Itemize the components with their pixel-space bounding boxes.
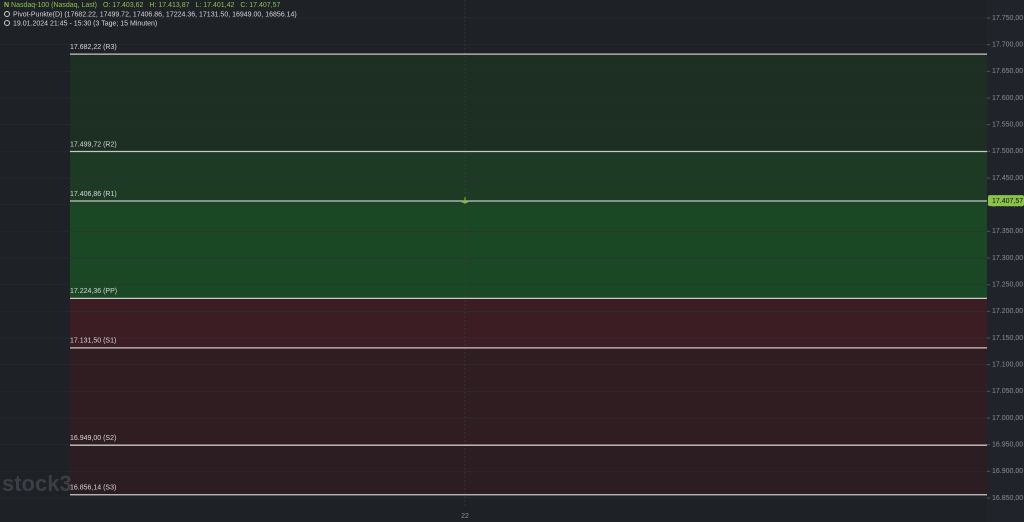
y-tick-label: 17.200,00 [992, 308, 1023, 315]
y-tick-label: 17.000,00 [992, 415, 1023, 422]
pivot-label: 16.856,14 (S3) [70, 485, 116, 492]
instrument-line: N Nasdaq-100 (Nasdaq, Last) O: 17.403,62… [4, 2, 281, 9]
zone [70, 347, 987, 446]
open: O: 17.403,62 [103, 2, 144, 9]
y-tick-label: 17.300,00 [992, 255, 1023, 262]
y-tick-label: 17.650,00 [992, 68, 1023, 75]
zone [70, 201, 987, 299]
candle-body [462, 200, 468, 203]
pivot-label: 17.406,86 (R1) [70, 191, 117, 198]
y-tick-label: 17.750,00 [992, 15, 1023, 22]
pivot-label: 17.131,50 (S1) [70, 338, 116, 345]
pivot-label: 16.949,00 (S2) [70, 435, 116, 442]
y-tick-label: 17.050,00 [992, 388, 1023, 395]
y-tick-label: 17.250,00 [992, 282, 1023, 289]
y-tick-label: 17.350,00 [992, 228, 1023, 235]
zone [70, 54, 987, 152]
y-tick-label: 17.700,00 [992, 42, 1023, 49]
zone [70, 151, 987, 202]
clock-icon [4, 20, 10, 26]
plot [0, 0, 987, 508]
y-tick-label: 16.850,00 [992, 495, 1023, 502]
low: L: 17.401,42 [195, 2, 234, 9]
y-tick-label: 17.600,00 [992, 95, 1023, 102]
y-tick-label: 17.150,00 [992, 335, 1023, 342]
y-tick-label: 16.950,00 [992, 442, 1023, 449]
y-axis-panel [987, 0, 1024, 522]
x-tick-label: 22 [461, 513, 469, 520]
last-price-label: 17.407,57 [992, 198, 1023, 205]
y-tick-label: 16.900,00 [992, 468, 1023, 475]
pivot-label: 17.682,22 (R3) [70, 44, 117, 51]
icon: N [4, 2, 9, 9]
zone [70, 445, 987, 495]
watermark: stock3 [2, 471, 72, 496]
pivot-label: 17.224,36 (PP) [70, 288, 117, 295]
period: 19.01.2024 21:45 - 15:30 (3 Tage; 15 Min… [13, 20, 157, 27]
indicator-icon [4, 11, 10, 17]
high: H: 17.413,87 [149, 2, 189, 9]
indicator: Pivot-Punkte(D) (17682.22, 17499.72, 174… [13, 11, 297, 18]
y-tick-label: 17.500,00 [992, 148, 1023, 155]
y-tick-label: 17.450,00 [992, 175, 1023, 182]
last-price-tag [988, 195, 1024, 207]
zone [70, 298, 987, 348]
instrument: Nasdaq-100 (Nasdaq, Last) [11, 2, 97, 9]
close: C: 17.407,57 [240, 2, 280, 9]
y-tick-label: 17.100,00 [992, 362, 1023, 369]
pivot-label: 17.499,72 (R2) [70, 141, 117, 148]
y-tick-label: 17.550,00 [992, 122, 1023, 129]
